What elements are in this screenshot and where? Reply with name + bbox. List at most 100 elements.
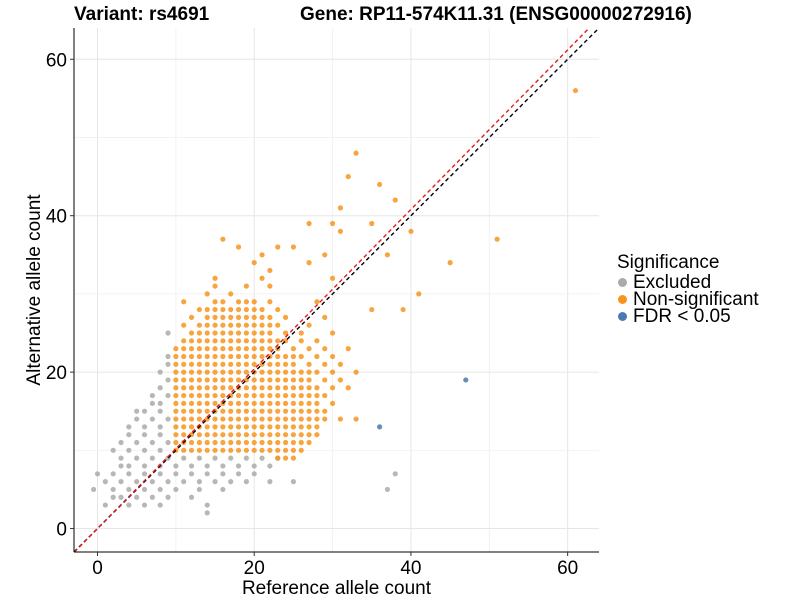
point-non-significant <box>345 346 351 352</box>
point-non-significant <box>314 353 320 360</box>
point-non-significant <box>275 385 281 391</box>
point-non-significant <box>235 314 242 320</box>
point-non-significant <box>196 447 202 453</box>
point-non-significant <box>243 392 249 399</box>
point-non-significant <box>181 338 187 344</box>
point-non-significant <box>337 361 344 367</box>
point-non-significant <box>259 275 265 281</box>
point-non-significant <box>228 385 234 391</box>
point-non-significant <box>384 252 391 258</box>
point-non-significant <box>173 392 179 399</box>
point-non-significant <box>181 353 187 360</box>
point-non-significant <box>196 346 202 352</box>
point-non-significant <box>188 416 195 422</box>
legend-item-non-significant: Non-significant <box>618 290 759 309</box>
point-non-significant <box>243 283 249 289</box>
point-non-significant <box>243 416 249 422</box>
point-non-significant <box>212 322 218 328</box>
point-excluded <box>165 494 171 500</box>
point-excluded <box>126 432 132 438</box>
point-non-significant <box>329 330 336 336</box>
point-non-significant <box>322 408 328 414</box>
point-non-significant <box>290 392 297 399</box>
point-excluded <box>126 471 132 477</box>
point-non-significant <box>306 322 312 328</box>
point-non-significant <box>259 416 265 422</box>
point-non-significant <box>212 369 218 375</box>
point-non-significant <box>204 400 210 407</box>
point-non-significant <box>259 306 265 313</box>
point-non-significant <box>306 361 312 367</box>
point-non-significant <box>212 377 218 383</box>
point-non-significant <box>220 385 226 391</box>
x-tick-label: 0 <box>92 558 103 579</box>
point-excluded <box>141 486 148 493</box>
point-excluded <box>384 486 391 493</box>
point-non-significant <box>267 346 273 352</box>
point-non-significant <box>173 353 179 360</box>
point-non-significant <box>353 150 359 156</box>
point-non-significant <box>228 338 234 344</box>
point-non-significant <box>290 400 297 407</box>
point-non-significant <box>196 369 202 375</box>
point-non-significant <box>290 447 297 453</box>
point-non-significant <box>173 369 179 375</box>
point-non-significant <box>314 392 320 399</box>
point-non-significant <box>196 377 202 383</box>
point-non-significant <box>188 330 195 336</box>
point-non-significant <box>196 408 202 414</box>
point-non-significant <box>267 369 273 375</box>
point-non-significant <box>275 306 281 313</box>
point-excluded <box>102 479 108 485</box>
point-excluded <box>165 392 171 399</box>
point-non-significant <box>188 377 195 383</box>
point-non-significant <box>267 267 273 274</box>
point-non-significant <box>196 392 202 399</box>
point-excluded <box>392 471 398 477</box>
point-non-significant <box>235 346 242 352</box>
axes <box>73 28 599 553</box>
point-non-significant <box>369 306 375 313</box>
point-non-significant <box>235 299 242 305</box>
legend-item-excluded: Excluded <box>618 273 759 292</box>
point-excluded <box>204 471 210 477</box>
point-non-significant <box>306 432 312 438</box>
point-non-significant <box>298 377 304 383</box>
point-non-significant <box>314 424 320 430</box>
point-non-significant <box>282 455 289 461</box>
point-excluded <box>165 377 171 383</box>
point-non-significant <box>290 369 297 375</box>
point-non-significant <box>329 353 336 360</box>
point-non-significant <box>290 244 297 250</box>
point-non-significant <box>188 447 195 453</box>
point-excluded <box>220 463 226 469</box>
point-non-significant <box>220 416 226 422</box>
point-non-significant <box>322 361 328 367</box>
point-non-significant <box>298 447 304 453</box>
point-excluded <box>157 432 163 438</box>
point-excluded <box>157 447 163 453</box>
point-excluded <box>251 463 257 469</box>
point-non-significant <box>369 220 375 227</box>
point-non-significant <box>275 244 281 250</box>
point-excluded <box>259 455 265 461</box>
variant-title: Variant: rs4691 <box>74 4 210 25</box>
point-non-significant <box>235 330 242 336</box>
point-non-significant <box>275 392 281 399</box>
y-tick-label: 40 <box>46 207 67 228</box>
point-non-significant <box>306 385 312 391</box>
point-excluded <box>110 494 116 500</box>
point-excluded <box>149 494 155 500</box>
point-non-significant <box>243 306 249 313</box>
point-non-significant <box>572 87 579 94</box>
point-non-significant <box>196 353 202 360</box>
point-non-significant <box>251 338 257 344</box>
tick-labels: 0 20 40 60 0 20 40 60 <box>46 50 578 579</box>
point-excluded <box>141 432 148 438</box>
point-non-significant <box>290 424 297 430</box>
point-non-significant <box>235 447 242 453</box>
point-excluded <box>134 455 140 461</box>
point-non-significant <box>204 338 210 344</box>
point-excluded <box>220 471 226 477</box>
reference-lines <box>73 27 600 553</box>
